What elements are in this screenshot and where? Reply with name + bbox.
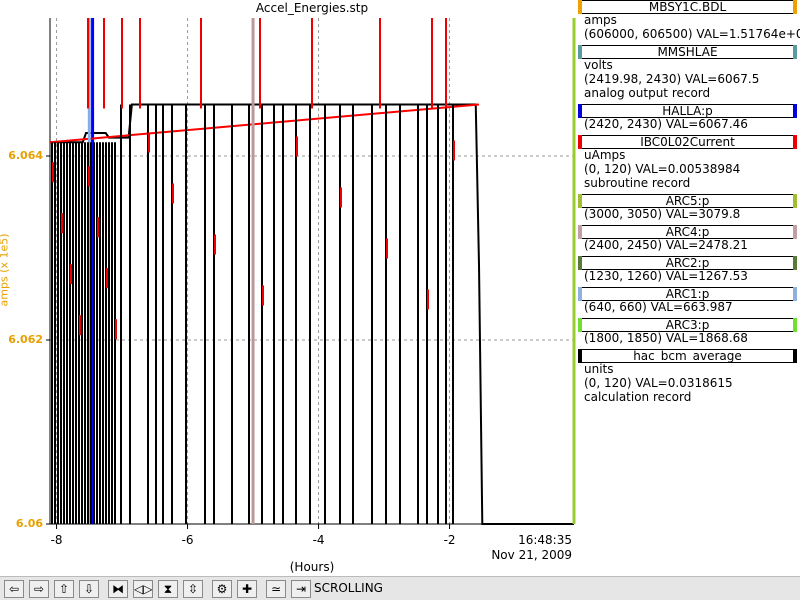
auto-scale-button[interactable]: ≃ <box>266 580 286 598</box>
legend-color-swatch <box>793 287 797 301</box>
series-line-ibc0l02current <box>49 103 480 144</box>
zoom-out-horizontal-button[interactable]: ◁▷ <box>133 580 153 598</box>
zoom-out-vertical-icon: ⇳ <box>187 582 199 596</box>
legend-color-swatch <box>793 45 797 59</box>
legend-entry-name: ARC2:p <box>665 256 710 270</box>
legend-entry-detail: (2400, 2450) VAL=2478.21 <box>584 238 748 252</box>
y-tick-label: 6.06 <box>15 517 43 530</box>
legend-entry-name: ARC4:p <box>665 225 710 239</box>
legend-entry-header[interactable]: ARC5:p <box>578 194 797 208</box>
arrow-right-icon: ⇨ <box>33 582 45 596</box>
legend-color-swatch <box>578 194 582 208</box>
legend-entry-header[interactable]: ARC4:p <box>578 225 797 239</box>
x-tick-label: -4 <box>312 533 325 547</box>
legend-color-swatch <box>793 318 797 332</box>
add-button[interactable]: ✚ <box>237 580 257 598</box>
legend-entry-header[interactable]: ARC3:p <box>578 318 797 332</box>
legend-color-swatch <box>793 194 797 208</box>
x-tick-label: -8 <box>50 533 63 547</box>
arrow-up-icon: ⇧ <box>58 582 70 596</box>
chart-plot[interactable] <box>0 0 578 576</box>
legend-entry-name: ARC3:p <box>665 318 710 332</box>
legend-color-swatch <box>578 45 582 59</box>
legend-entry-header[interactable]: MBSY1C.BDL <box>578 0 797 14</box>
legend-color-swatch <box>793 225 797 239</box>
legend-entry-header[interactable]: IBC0L02Current <box>578 135 797 149</box>
legend-entry-detail: (2420, 2430) VAL=6067.46 <box>584 117 748 131</box>
add-icon: ✚ <box>241 582 253 596</box>
legend-color-swatch <box>578 0 582 14</box>
legend-color-swatch <box>578 135 582 149</box>
legend-entry-detail: (3000, 3050) VAL=3079.8 <box>584 207 741 221</box>
date-label: Nov 21, 2009 <box>491 548 572 562</box>
legend-entry-detail: (640, 660) VAL=663.987 <box>584 300 733 314</box>
zoom-out-horizontal-icon: ◁▷ <box>134 582 153 596</box>
legend-color-swatch <box>793 104 797 118</box>
legend-entry-header[interactable]: hac_bcm_average <box>578 349 797 363</box>
x-tick-label: -2 <box>443 533 456 547</box>
legend-color-swatch <box>578 349 582 363</box>
legend-entry-detail: volts <box>584 58 613 72</box>
legend-entry-header[interactable]: HALLA:p <box>578 104 797 118</box>
toolbar: ⇦ ⇨ ⇧ ⇩ ⧓ ◁▷ ⧗ ⇳ ⚙ ✚ ≃ ⇥ SCROLLING <box>0 576 800 600</box>
config-icon: ⚙ <box>216 582 228 596</box>
arrow-left-icon: ⇦ <box>8 582 20 596</box>
arrow-up-button[interactable]: ⇧ <box>54 580 74 598</box>
legend-color-swatch <box>793 135 797 149</box>
legend-entry-detail: (1800, 1850) VAL=1868.68 <box>584 331 748 345</box>
legend-color-swatch <box>578 256 582 270</box>
y-tick-label: 6.062 <box>8 333 43 346</box>
legend-entry-name: hac_bcm_average <box>633 349 742 363</box>
legend-entry-detail: (2419.98, 2430) VAL=6067.5 <box>584 72 760 86</box>
legend-color-swatch <box>578 287 582 301</box>
auto-scale-icon: ≃ <box>270 582 282 596</box>
legend-entry-detail: (0, 120) VAL=0.00538984 <box>584 162 741 176</box>
legend-color-swatch <box>793 349 797 363</box>
legend-entry-detail: uAmps <box>584 148 626 162</box>
arrow-left-button[interactable]: ⇦ <box>4 580 24 598</box>
arrow-down-icon: ⇩ <box>83 582 95 596</box>
legend-entry-detail: (1230, 1260) VAL=1267.53 <box>584 269 748 283</box>
legend-entry-detail: units <box>584 362 614 376</box>
series-line-mbsy1c-bdl <box>50 103 574 525</box>
legend-color-swatch <box>793 256 797 270</box>
legend-entry-name: MMSHLAE <box>657 45 718 59</box>
legend-color-swatch <box>578 225 582 239</box>
legend-entry-name: ARC1:p <box>665 287 710 301</box>
config-button[interactable]: ⚙ <box>212 580 232 598</box>
legend-color-swatch <box>578 318 582 332</box>
legend-entry-name: MBSY1C.BDL <box>648 0 727 14</box>
legend-entry-detail: (606000, 606500) VAL=1.51764e+06 <box>584 27 800 41</box>
legend-color-swatch <box>578 104 582 118</box>
zoom-in-horizontal-icon: ⧓ <box>112 582 124 596</box>
x-axis-label: (Hours) <box>289 560 335 574</box>
legend-entry-header[interactable]: MMSHLAE <box>578 45 797 59</box>
legend-entry-name: HALLA:p <box>662 104 713 118</box>
legend-entry-header[interactable]: ARC2:p <box>578 256 797 270</box>
arrow-right-button[interactable]: ⇨ <box>29 580 49 598</box>
legend-entry-name: ARC5:p <box>665 194 710 208</box>
jump-to-end-button[interactable]: ⇥ <box>291 580 311 598</box>
jump-to-end-icon: ⇥ <box>295 582 307 596</box>
zoom-in-vertical-icon: ⧗ <box>163 582 173 596</box>
time-label: 16:48:35 <box>518 533 572 547</box>
legend-entry-detail: calculation record <box>584 390 692 404</box>
status-text: SCROLLING <box>314 581 383 595</box>
chart-title: Accel_Energies.stp <box>255 1 369 15</box>
legend-entry-detail: (0, 120) VAL=0.0318615 <box>584 376 733 390</box>
legend-entry-detail: analog output record <box>584 86 711 100</box>
arrow-down-button[interactable]: ⇩ <box>79 580 99 598</box>
legend-color-swatch <box>793 0 797 14</box>
zoom-out-vertical-button[interactable]: ⇳ <box>183 580 203 598</box>
zoom-in-horizontal-button[interactable]: ⧓ <box>108 580 128 598</box>
zoom-in-vertical-button[interactable]: ⧗ <box>158 580 178 598</box>
legend-entry-detail: amps <box>584 13 617 27</box>
x-tick-label: -6 <box>181 533 194 547</box>
legend-entry-name: IBC0L02Current <box>640 135 735 149</box>
legend-entry-detail: subroutine record <box>584 176 691 190</box>
y-tick-label: 6.064 <box>8 149 43 162</box>
legend-entry-header[interactable]: ARC1:p <box>578 287 797 301</box>
